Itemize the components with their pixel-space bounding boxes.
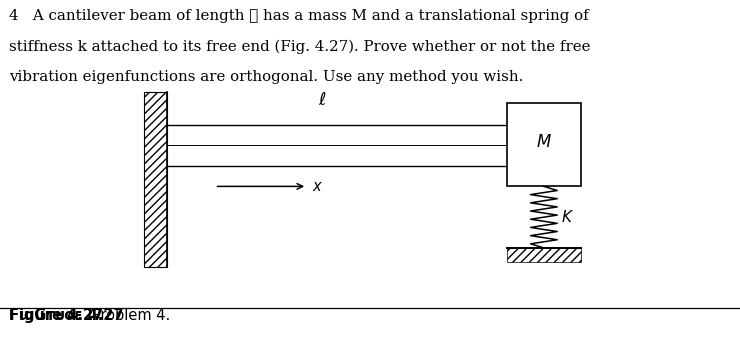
Bar — [507, 103, 581, 186]
Text: $K$: $K$ — [561, 209, 574, 225]
Text: Problem 4.: Problem 4. — [78, 308, 171, 323]
Bar — [507, 248, 581, 262]
Text: Figure 4.27: Figure 4.27 — [9, 308, 103, 323]
Text: $M$: $M$ — [536, 133, 552, 151]
Text: $x$: $x$ — [312, 179, 323, 194]
Text: FɯGᴛᴜᴏᴇ 4.27: FɯGᴛᴜᴏᴇ 4.27 — [9, 308, 124, 323]
Text: 4   A cantilever beam of length ℓ has a mass M and a translational spring of: 4 A cantilever beam of length ℓ has a ma… — [9, 9, 588, 23]
Text: stiffness k attached to its free end (Fig. 4.27). Prove whether or not the free: stiffness k attached to its free end (Fi… — [9, 39, 591, 54]
Bar — [144, 92, 166, 267]
Text: vibration eigenfunctions are orthogonal. Use any method you wish.: vibration eigenfunctions are orthogonal.… — [9, 70, 523, 84]
Text: $\ell$: $\ell$ — [317, 91, 326, 109]
